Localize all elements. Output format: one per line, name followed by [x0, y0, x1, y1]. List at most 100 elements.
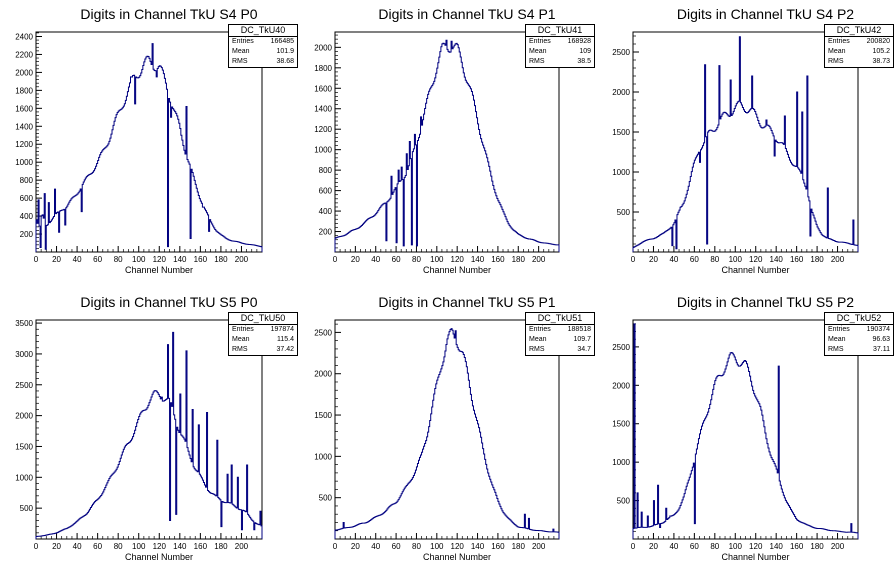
x-axis-label: Channel Number: [423, 552, 491, 562]
stats-entries-value: 188518: [567, 326, 591, 333]
x-tick-label: 160: [790, 255, 804, 264]
x-tick-label: 120: [451, 255, 465, 264]
x-tick-label: 120: [451, 542, 465, 551]
stats-box: DC_TkU51 Entries 188518 Mean 109.7 RMS 34.7: [525, 312, 595, 356]
stats-mean-value: 109: [579, 48, 591, 55]
x-tick-label: 140: [173, 255, 187, 264]
stats-mean-value: 101.9: [276, 48, 294, 55]
x-tick-label: 40: [669, 542, 678, 551]
stats-entries-label: Entries: [529, 38, 551, 45]
stats-entries: Entries 168928: [526, 37, 594, 47]
y-tick-label: 1000: [612, 168, 630, 177]
stats-mean-value: 109.7: [573, 336, 591, 343]
stats-mean-label: Mean: [232, 48, 250, 55]
x-tick-label: 180: [810, 255, 824, 264]
stats-mean-label: Mean: [828, 336, 846, 343]
stats-rms: RMS 38.5: [526, 57, 594, 67]
y-tick-label: 500: [20, 504, 34, 513]
x-tick-label: 160: [194, 255, 208, 264]
x-tick-label: 0: [333, 542, 338, 551]
y-tick-label: 1800: [15, 86, 33, 95]
stats-mean: Mean 109.7: [526, 335, 594, 345]
x-axis-label: Channel Number: [721, 265, 789, 275]
x-tick-label: 80: [114, 255, 123, 264]
plot-title: Digits in Channel TkU S5 P0: [80, 294, 258, 310]
stats-name: DC_TkU52: [825, 313, 893, 325]
x-tick-label: 180: [512, 255, 526, 264]
plot-title: Digits in Channel TkU S4 P2: [676, 6, 855, 22]
y-tick-label: 500: [319, 494, 333, 503]
y-tick-label: 1200: [15, 140, 33, 149]
x-tick-label: 160: [194, 542, 208, 551]
x-tick-label: 120: [749, 542, 763, 551]
x-tick-label: 80: [114, 542, 123, 551]
stats-rms-value: 38.68: [276, 58, 294, 65]
y-tick-label: 800: [319, 166, 333, 175]
x-tick-label: 40: [73, 542, 82, 551]
y-tick-label: 3500: [15, 319, 33, 328]
histogram-svg: 0 20 40 60 80 100 120 140 160 180 200 500 1000 1500 20…: [15, 319, 263, 562]
histogram-panel: Digits in Channel TkU S4 P0 0 20 40 60 80 100 1…: [0, 0, 298, 286]
x-tick-label: 100: [729, 255, 743, 264]
x-tick-label: 80: [412, 255, 421, 264]
stats-name: DC_TkU42: [825, 25, 893, 37]
x-tick-label: 140: [471, 542, 485, 551]
x-tick-label: 0: [631, 255, 636, 264]
histogram-line: [632, 36, 859, 252]
x-tick-label: 100: [430, 255, 444, 264]
stats-entries-label: Entries: [529, 326, 551, 333]
y-tick-label: 400: [319, 207, 333, 216]
x-axis-label: Channel Number: [423, 265, 491, 275]
histogram-panel: Digits in Channel TkU S5 P0 0 20 40 60 80 100 1…: [0, 288, 298, 574]
x-tick-label: 200: [235, 542, 249, 551]
stats-entries: Entries 200820: [825, 37, 893, 47]
x-tick-label: 80: [412, 542, 421, 551]
y-tick-label: 2500: [314, 328, 332, 337]
y-tick-label: 500: [617, 497, 631, 506]
x-tick-label: 200: [532, 255, 546, 264]
x-tick-label: 80: [710, 542, 719, 551]
x-tick-label: 180: [810, 542, 824, 551]
histogram-svg: 0 20 40 60 80 100 120 140 160 180 200 200 400 600 800 1…: [314, 31, 560, 275]
y-tick-label: 600: [20, 194, 34, 203]
x-tick-label: 0: [333, 255, 338, 264]
x-tick-label: 180: [512, 542, 526, 551]
x-tick-label: 100: [430, 542, 444, 551]
y-tick-label: 2000: [15, 412, 33, 421]
plot-title: Digits in Channel TkU S4 P0: [80, 6, 258, 22]
stats-entries-value: 166485: [270, 38, 294, 45]
x-tick-label: 40: [669, 255, 678, 264]
y-tick-label: 1000: [15, 158, 33, 167]
stats-box: DC_TkU50 Entries 197874 Mean 115.4 RMS 37.42: [228, 312, 298, 356]
y-tick-label: 2000: [612, 381, 630, 390]
histogram-line: [334, 39, 560, 252]
histogram-panel: Digits in Channel TkU S5 P2 0 20 40 60 80 100 1…: [596, 288, 894, 574]
stats-rms: RMS 34.7: [526, 345, 594, 355]
stats-entries-value: 197874: [270, 326, 294, 333]
y-tick-label: 800: [20, 176, 34, 185]
x-tick-label: 200: [532, 542, 546, 551]
x-tick-label: 60: [93, 255, 102, 264]
plot-title: Digits in Channel TkU S5 P1: [378, 294, 556, 310]
y-tick-label: 1200: [314, 125, 332, 134]
histogram-panel: Digits in Channel TkU S4 P2 0 20 40 60 80 100 1…: [596, 0, 894, 286]
y-tick-label: 1500: [612, 128, 630, 137]
stats-entries: Entries 190374: [825, 325, 893, 335]
stats-name: DC_TkU41: [526, 25, 594, 37]
x-tick-label: 180: [214, 255, 228, 264]
histogram-line: [632, 323, 859, 539]
x-axis-label: Channel Number: [721, 552, 789, 562]
y-tick-label: 2000: [15, 68, 33, 77]
stats-entries-value: 190374: [866, 326, 890, 333]
stats-mean: Mean 101.9: [229, 47, 297, 57]
histogram-line: [334, 328, 560, 539]
x-tick-label: 160: [790, 542, 804, 551]
y-tick-label: 1500: [15, 442, 33, 451]
stats-rms-value: 37.11: [873, 346, 890, 353]
x-tick-label: 140: [471, 255, 485, 264]
stats-rms-value: 38.73: [872, 58, 890, 65]
x-tick-label: 80: [710, 255, 719, 264]
stats-entries: Entries 166485: [229, 37, 297, 47]
stats-rms-label: RMS: [529, 58, 545, 65]
y-tick-label: 1800: [314, 64, 332, 73]
